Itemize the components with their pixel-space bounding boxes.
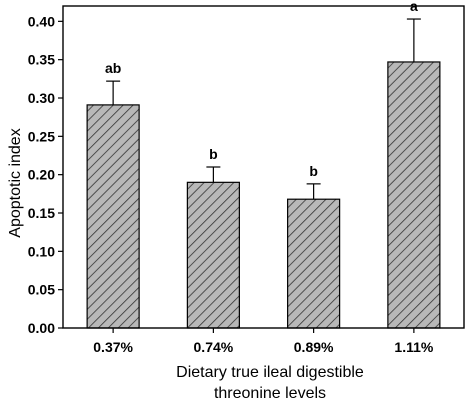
significance-label-3: b [309,163,318,179]
x-axis-title-line-2: threonine levels [214,385,326,402]
y-tick-label-6: 0.25 [28,128,55,144]
y-tick-label-1: 0.00 [28,320,55,336]
bar-3 [287,198,341,329]
plot-frame [62,5,465,329]
x-tick-label-4: 1.11% [394,339,433,355]
y-tick-label-9: 0.40 [28,13,55,29]
bars-layer [86,61,441,329]
significance-label-2: b [209,146,218,162]
x-tick-label-1: 0.37% [93,339,133,355]
y-tick-label-8: 0.35 [28,52,55,68]
ticks-layer: 0.37% 0.74% 0.89% 1.11% 0.00 0.05 0.10 0.15 0.20… [28,13,434,355]
x-tick-label-2: 0.74% [194,339,234,355]
y-tick-label-5: 0.20 [28,167,55,183]
significance-label-4: a [410,0,418,14]
bar-4 [387,61,441,329]
significance-labels-layer: ab b b a [105,0,418,179]
axes-layer [62,5,465,329]
x-tick-label-3: 0.89% [294,339,334,355]
significance-label-1: ab [105,60,121,76]
bar-1 [86,104,140,329]
y-tick-label-4: 0.15 [28,205,55,221]
y-tick-label-7: 0.30 [28,90,55,106]
y-tick-label-2: 0.05 [28,282,55,298]
y-tick-label-3: 0.10 [28,243,55,259]
x-axis-title-line-1: Dietary true ileal digestible [176,364,364,381]
y-axis-title: Apoptotic index [7,128,24,237]
bar-2 [186,181,240,329]
error-bars-layer [106,18,421,200]
